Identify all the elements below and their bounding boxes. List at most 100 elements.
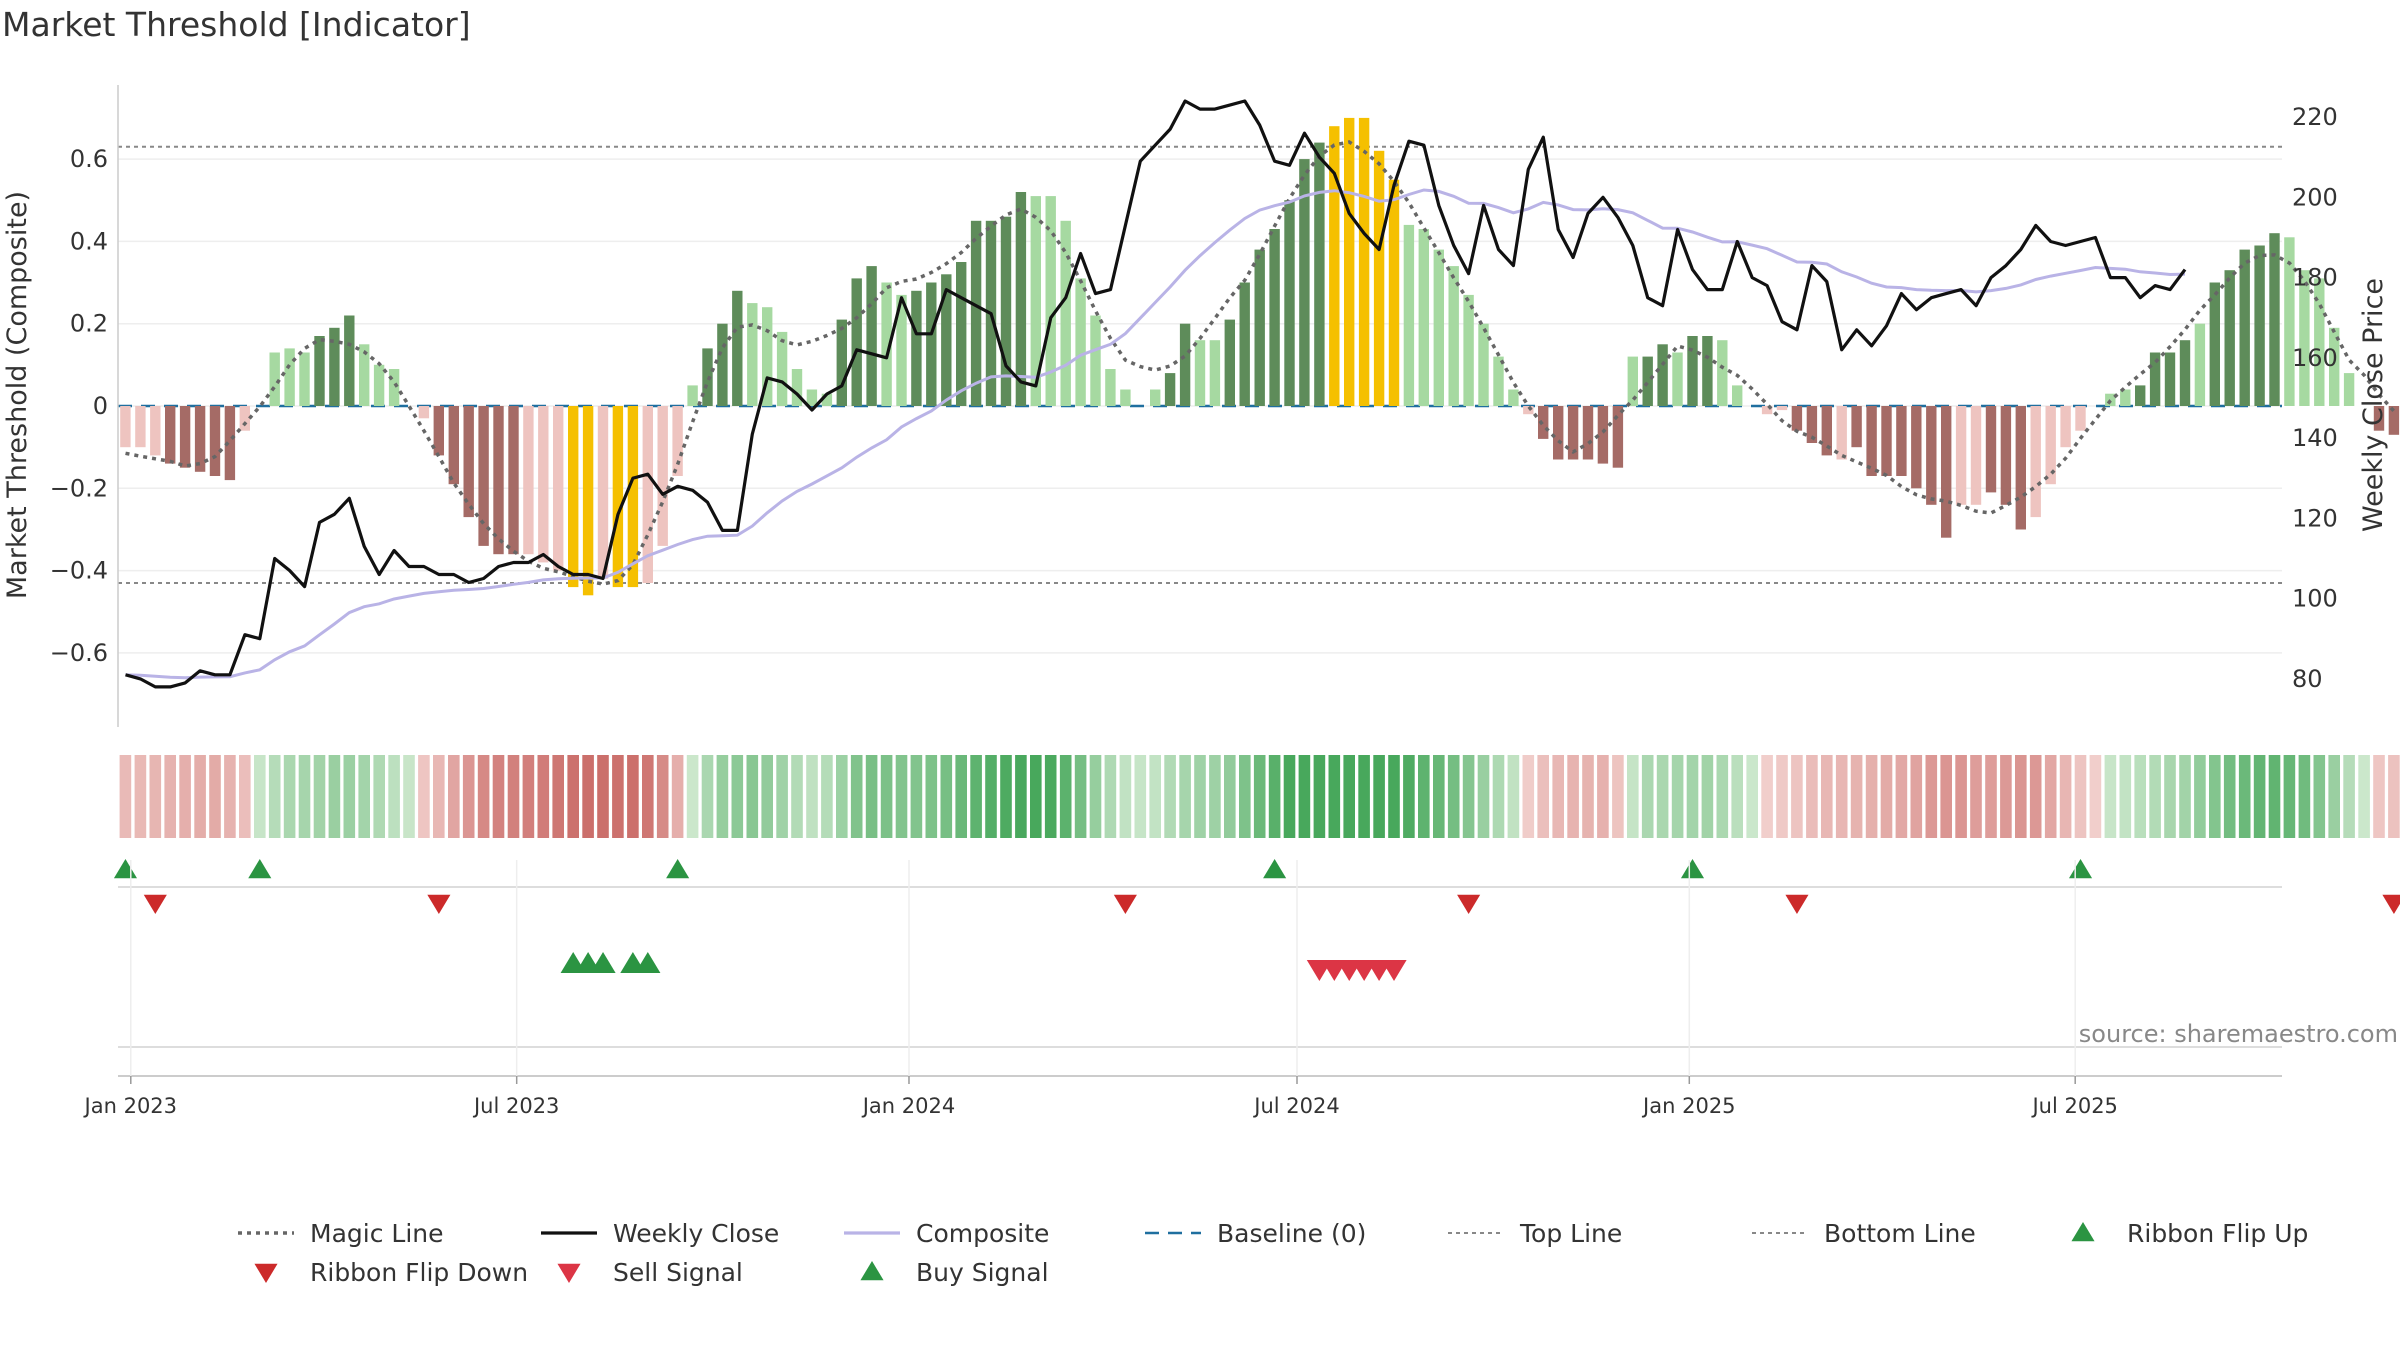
composite-bar: [866, 266, 877, 406]
ribbon-flip-up-marker: [2068, 859, 2093, 879]
ribbon-cell: [1716, 755, 1729, 838]
ribbon-cell: [880, 755, 893, 838]
ribbon-cell: [1537, 755, 1549, 838]
composite-bar: [269, 352, 280, 406]
ribbon-cell: [1239, 755, 1251, 838]
ribbon-cell: [2238, 755, 2251, 838]
x-tick-label: Jan 2023: [83, 1094, 178, 1118]
x-tick-label: Jul 2024: [1252, 1094, 1339, 1118]
ribbon-cell: [2268, 755, 2281, 838]
ribbon-cell: [537, 755, 550, 838]
composite-bar: [359, 344, 370, 406]
legend-item: Composite: [844, 1219, 1049, 1248]
composite-bar: [911, 290, 922, 406]
composite-bar: [1448, 266, 1459, 406]
ribbon-cell: [313, 755, 326, 838]
ribbon-cell: [373, 755, 385, 838]
composite-bar: [2314, 278, 2325, 406]
ribbon-cell: [433, 755, 445, 838]
composite-bar: [2224, 270, 2235, 406]
composite-bar: [1881, 406, 1892, 476]
ribbon-cell: [2029, 755, 2042, 838]
composite-bar: [806, 389, 818, 406]
legend: Magic Line Weekly Close Composite Baseline …: [238, 1219, 2308, 1287]
composite-bar: [2045, 406, 2056, 485]
composite-bar: [1433, 249, 1444, 406]
composite-bars: [120, 117, 2400, 596]
composite-bar: [627, 406, 639, 588]
ribbon-cell: [358, 755, 370, 838]
composite-bar: [448, 406, 459, 485]
right-y-axis-label: Weekly Close Price: [2358, 278, 2389, 532]
ribbon-cell: [2223, 755, 2236, 838]
ribbon-cell: [1627, 755, 1639, 838]
composite-bar: [2388, 406, 2400, 435]
ribbon-cell: [552, 755, 564, 838]
x-tick-label: Jan 2024: [861, 1094, 956, 1118]
ribbon-cell: [2313, 755, 2326, 838]
ribbon-cell: [2149, 755, 2161, 838]
composite-bar: [1179, 323, 1191, 406]
composite-bar: [2075, 406, 2086, 431]
composite-bar: [762, 307, 773, 406]
composite-bar: [1985, 406, 1997, 493]
composite-bar: [941, 274, 952, 406]
composite-bar: [1553, 406, 1564, 460]
ribbon-cell: [194, 755, 206, 838]
ribbon-cell: [1955, 755, 1967, 838]
composite-bar: [1791, 406, 1803, 431]
ribbon-cell: [209, 755, 221, 838]
ribbon-cell: [1030, 755, 1042, 838]
composite-bar: [314, 336, 325, 406]
composite-bar: [1896, 406, 1907, 476]
composite-bar: [1567, 406, 1579, 460]
composite-bar: [194, 406, 206, 472]
composite-bar: [1627, 356, 1638, 406]
composite-bar: [284, 348, 295, 406]
chart-lines: [125, 99, 2396, 689]
composite-bar: [1955, 406, 1967, 505]
ribbon-cell: [1343, 755, 1355, 838]
y2-tick-label: 160: [2292, 344, 2338, 372]
ribbon-flip-up-marker: [666, 859, 690, 879]
ribbon-cell: [462, 755, 475, 838]
ribbon-cell: [1985, 755, 1997, 838]
composite-bar: [2284, 237, 2295, 406]
composite-bar: [1776, 406, 1788, 411]
x-tick-label: Jul 2025: [2030, 1094, 2117, 1118]
ribbon-cell: [1388, 755, 1400, 838]
x-axis: Jan 2023 Jul 2023 Jan 2024 Jul 2024 Jan 2025…: [83, 860, 2118, 1118]
y-tick-label: −0.2: [50, 474, 108, 502]
composite-bar: [1612, 406, 1624, 468]
ribbon-cell: [746, 755, 759, 838]
legend-swatch: [557, 1263, 581, 1283]
ribbon-cell: [1194, 755, 1206, 838]
ribbon-cell: [343, 755, 356, 838]
composite-bar: [1403, 224, 1415, 406]
ribbon-cell: [1089, 755, 1102, 838]
ribbon-cell: [1059, 755, 1072, 838]
y2-tick-label: 140: [2292, 424, 2338, 452]
ribbon-cell: [2074, 755, 2087, 838]
ribbon-cell: [1268, 755, 1281, 838]
ribbon-cell: [671, 755, 684, 838]
composite-bar: [1761, 406, 1773, 415]
ribbon-cell: [1641, 755, 1654, 838]
magic-line: [125, 140, 2396, 586]
ribbon-cell: [1701, 755, 1714, 838]
ribbon-cell: [2104, 755, 2117, 838]
ribbon-cell: [1313, 755, 1326, 838]
ribbon-cell: [895, 755, 908, 838]
ribbon-cell: [925, 755, 938, 838]
composite-bar: [2030, 406, 2041, 518]
legend-item: Sell Signal: [557, 1258, 743, 1287]
ribbon-cell: [821, 755, 833, 838]
composite-bar: [239, 406, 250, 431]
ribbon-cell: [2044, 755, 2057, 838]
ribbon-cell: [1821, 755, 1833, 838]
ribbon-cell: [1179, 755, 1191, 838]
ribbon-cell: [268, 755, 281, 838]
ribbon-cell: [1731, 755, 1743, 838]
ribbon-flip-down-marker: [1113, 894, 1137, 914]
